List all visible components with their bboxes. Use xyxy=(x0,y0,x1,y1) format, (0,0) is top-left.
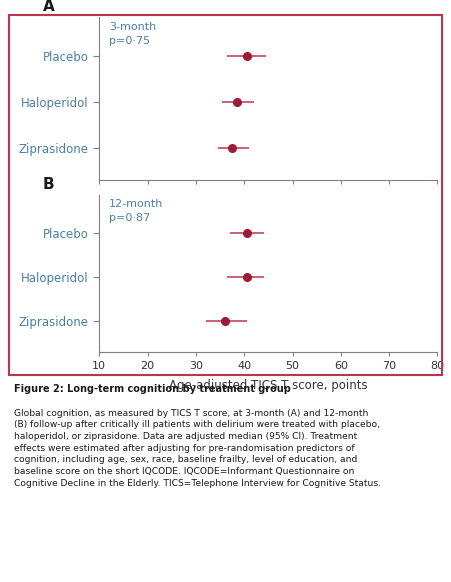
Text: Global cognition, as measured by TICS T score, at 3-month (A) and 12-month
(B) f: Global cognition, as measured by TICS T … xyxy=(14,409,381,488)
Text: 3-month: 3-month xyxy=(109,22,156,32)
Text: B: B xyxy=(43,177,54,192)
Text: p=0·87: p=0·87 xyxy=(109,212,150,223)
Text: 12-month: 12-month xyxy=(109,200,163,210)
Text: p=0·75: p=0·75 xyxy=(109,36,150,46)
Text: A: A xyxy=(42,0,55,14)
Text: Figure 2: Long-term cognition by treatment group: Figure 2: Long-term cognition by treatme… xyxy=(14,384,290,394)
X-axis label: Age-adjusted TICS T score, points: Age-adjusted TICS T score, points xyxy=(169,379,368,392)
